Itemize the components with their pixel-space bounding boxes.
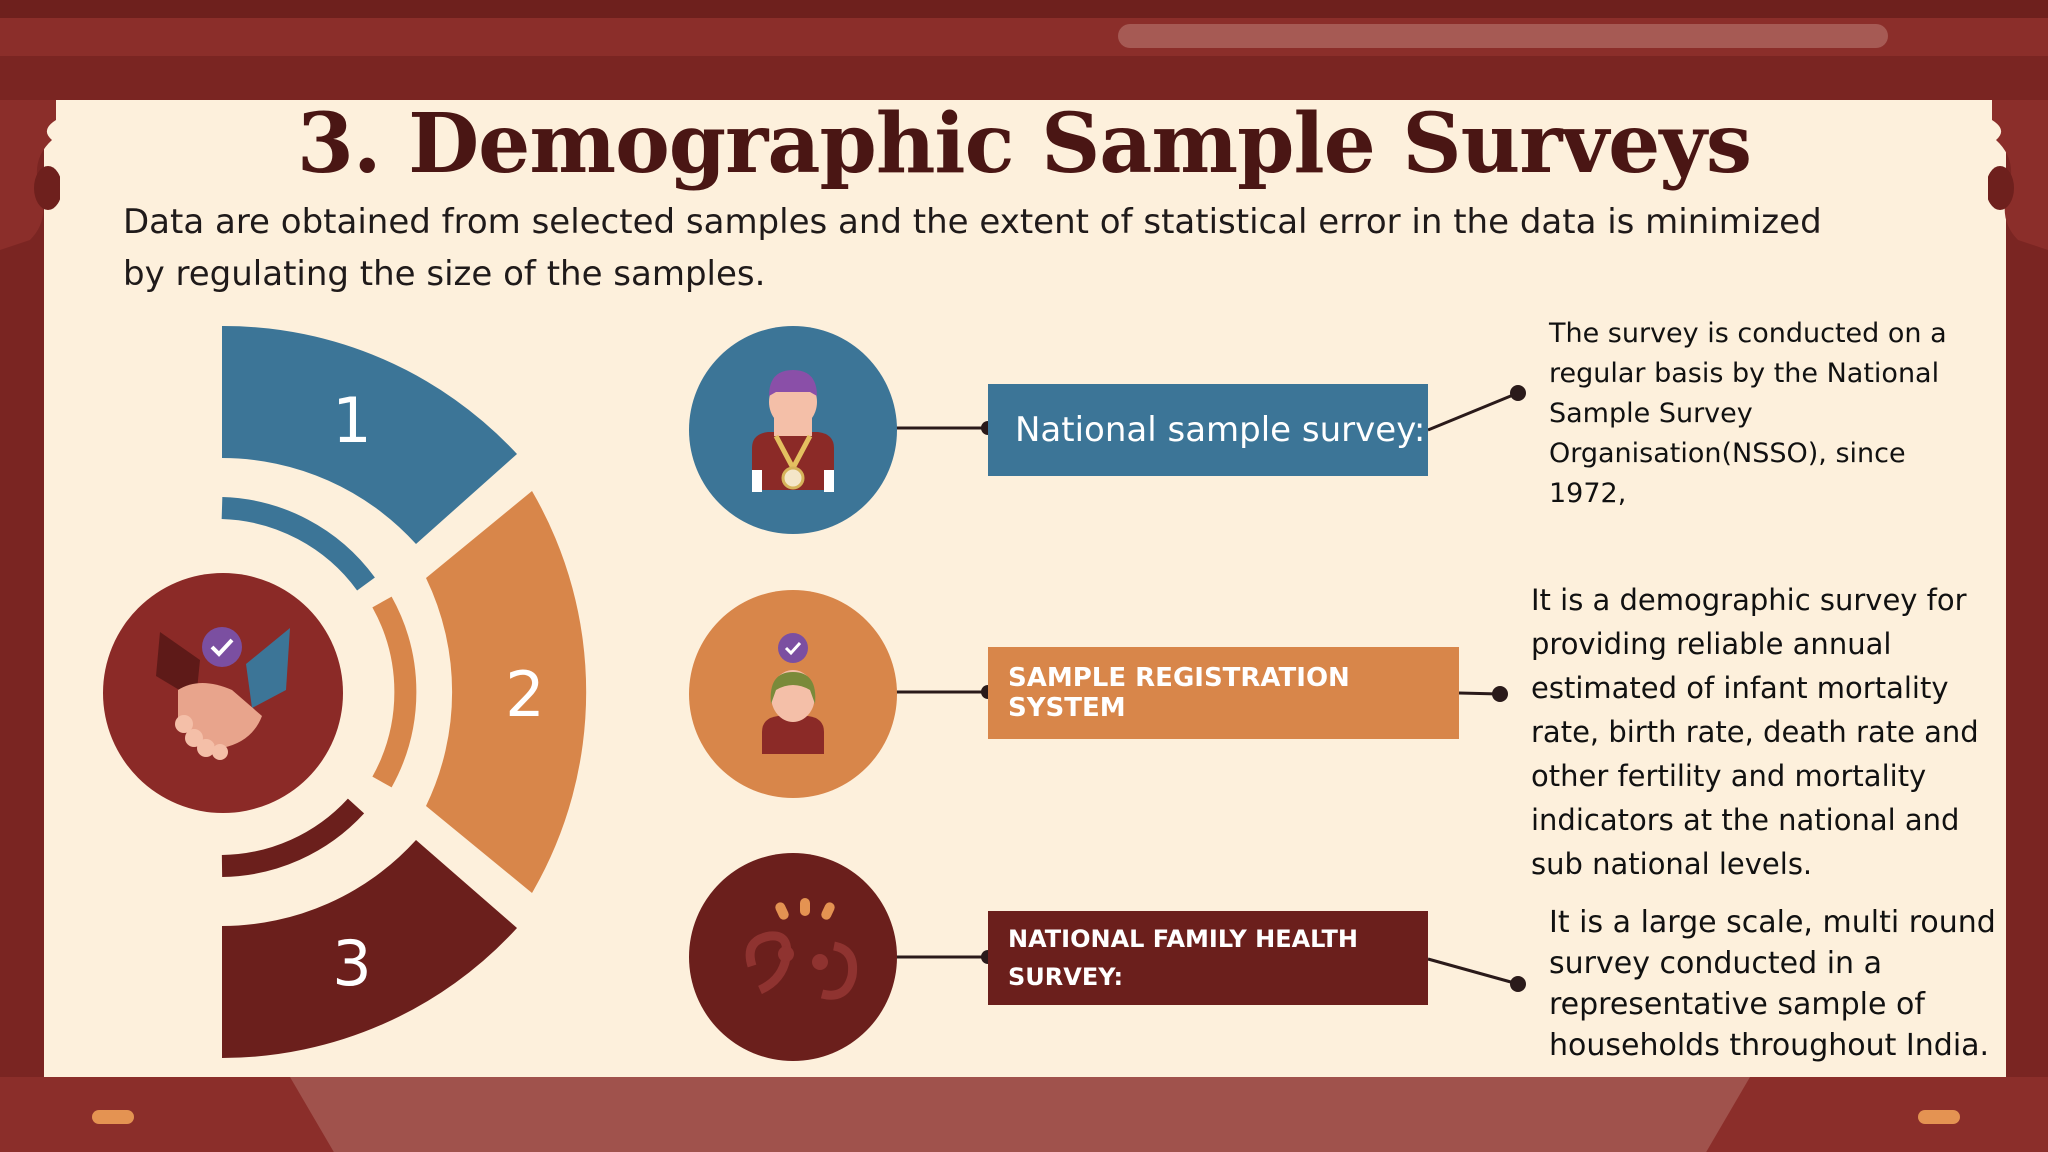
segment-3 [222, 840, 517, 1058]
description-2: It is a demographic survey for providing… [1531, 583, 1979, 881]
frame-top-band [0, 0, 2048, 18]
medal-person-icon [752, 370, 834, 492]
foot-dot-left [92, 1110, 134, 1124]
label-text-1: National sample survey: [1015, 410, 1426, 450]
ornament-left [0, 100, 60, 250]
label-sample-registration-system: SAMPLE REGISTRATION SYSTEM [988, 647, 1459, 739]
label-text-2: SAMPLE REGISTRATION SYSTEM [1008, 663, 1350, 723]
handshake-check-icon [156, 627, 290, 760]
segment-1 [222, 325, 517, 544]
label-national-sample-survey: National sample survey: [988, 384, 1428, 476]
label-national-family-health-survey: NATIONAL FAMILY HEALTH SURVEY: [988, 911, 1428, 1005]
check-person-icon [762, 633, 824, 754]
intro-text: Data are obtained from selected samples … [123, 202, 1822, 294]
frame-bottom-stage [290, 1077, 1750, 1152]
inner-arc-2 [372, 596, 417, 788]
inner-arc-1 [221, 497, 375, 591]
page-title: 3. Demographic Sample Surveys [296, 96, 1752, 192]
frame-top-lip [0, 56, 2048, 102]
foot-dot-right [1918, 1110, 1960, 1124]
segment-number-1: 1 [332, 384, 371, 457]
frame-pill-decoration [1118, 24, 1888, 48]
segment-number-2: 2 [505, 658, 544, 731]
description-1: The survey is conducted on a regular bas… [1549, 318, 1947, 509]
ornament-right [1988, 100, 2048, 250]
label-text-3b: SURVEY: [1008, 963, 1124, 991]
inner-arc-3 [221, 798, 365, 877]
segment-2 [426, 491, 587, 893]
label-text-3a: NATIONAL FAMILY HEALTH [1008, 925, 1358, 953]
segment-number-3: 3 [332, 927, 371, 1000]
idea-gears-icon [745, 898, 858, 1000]
description-3: It is a large scale, multi round survey … [1549, 905, 1996, 1063]
